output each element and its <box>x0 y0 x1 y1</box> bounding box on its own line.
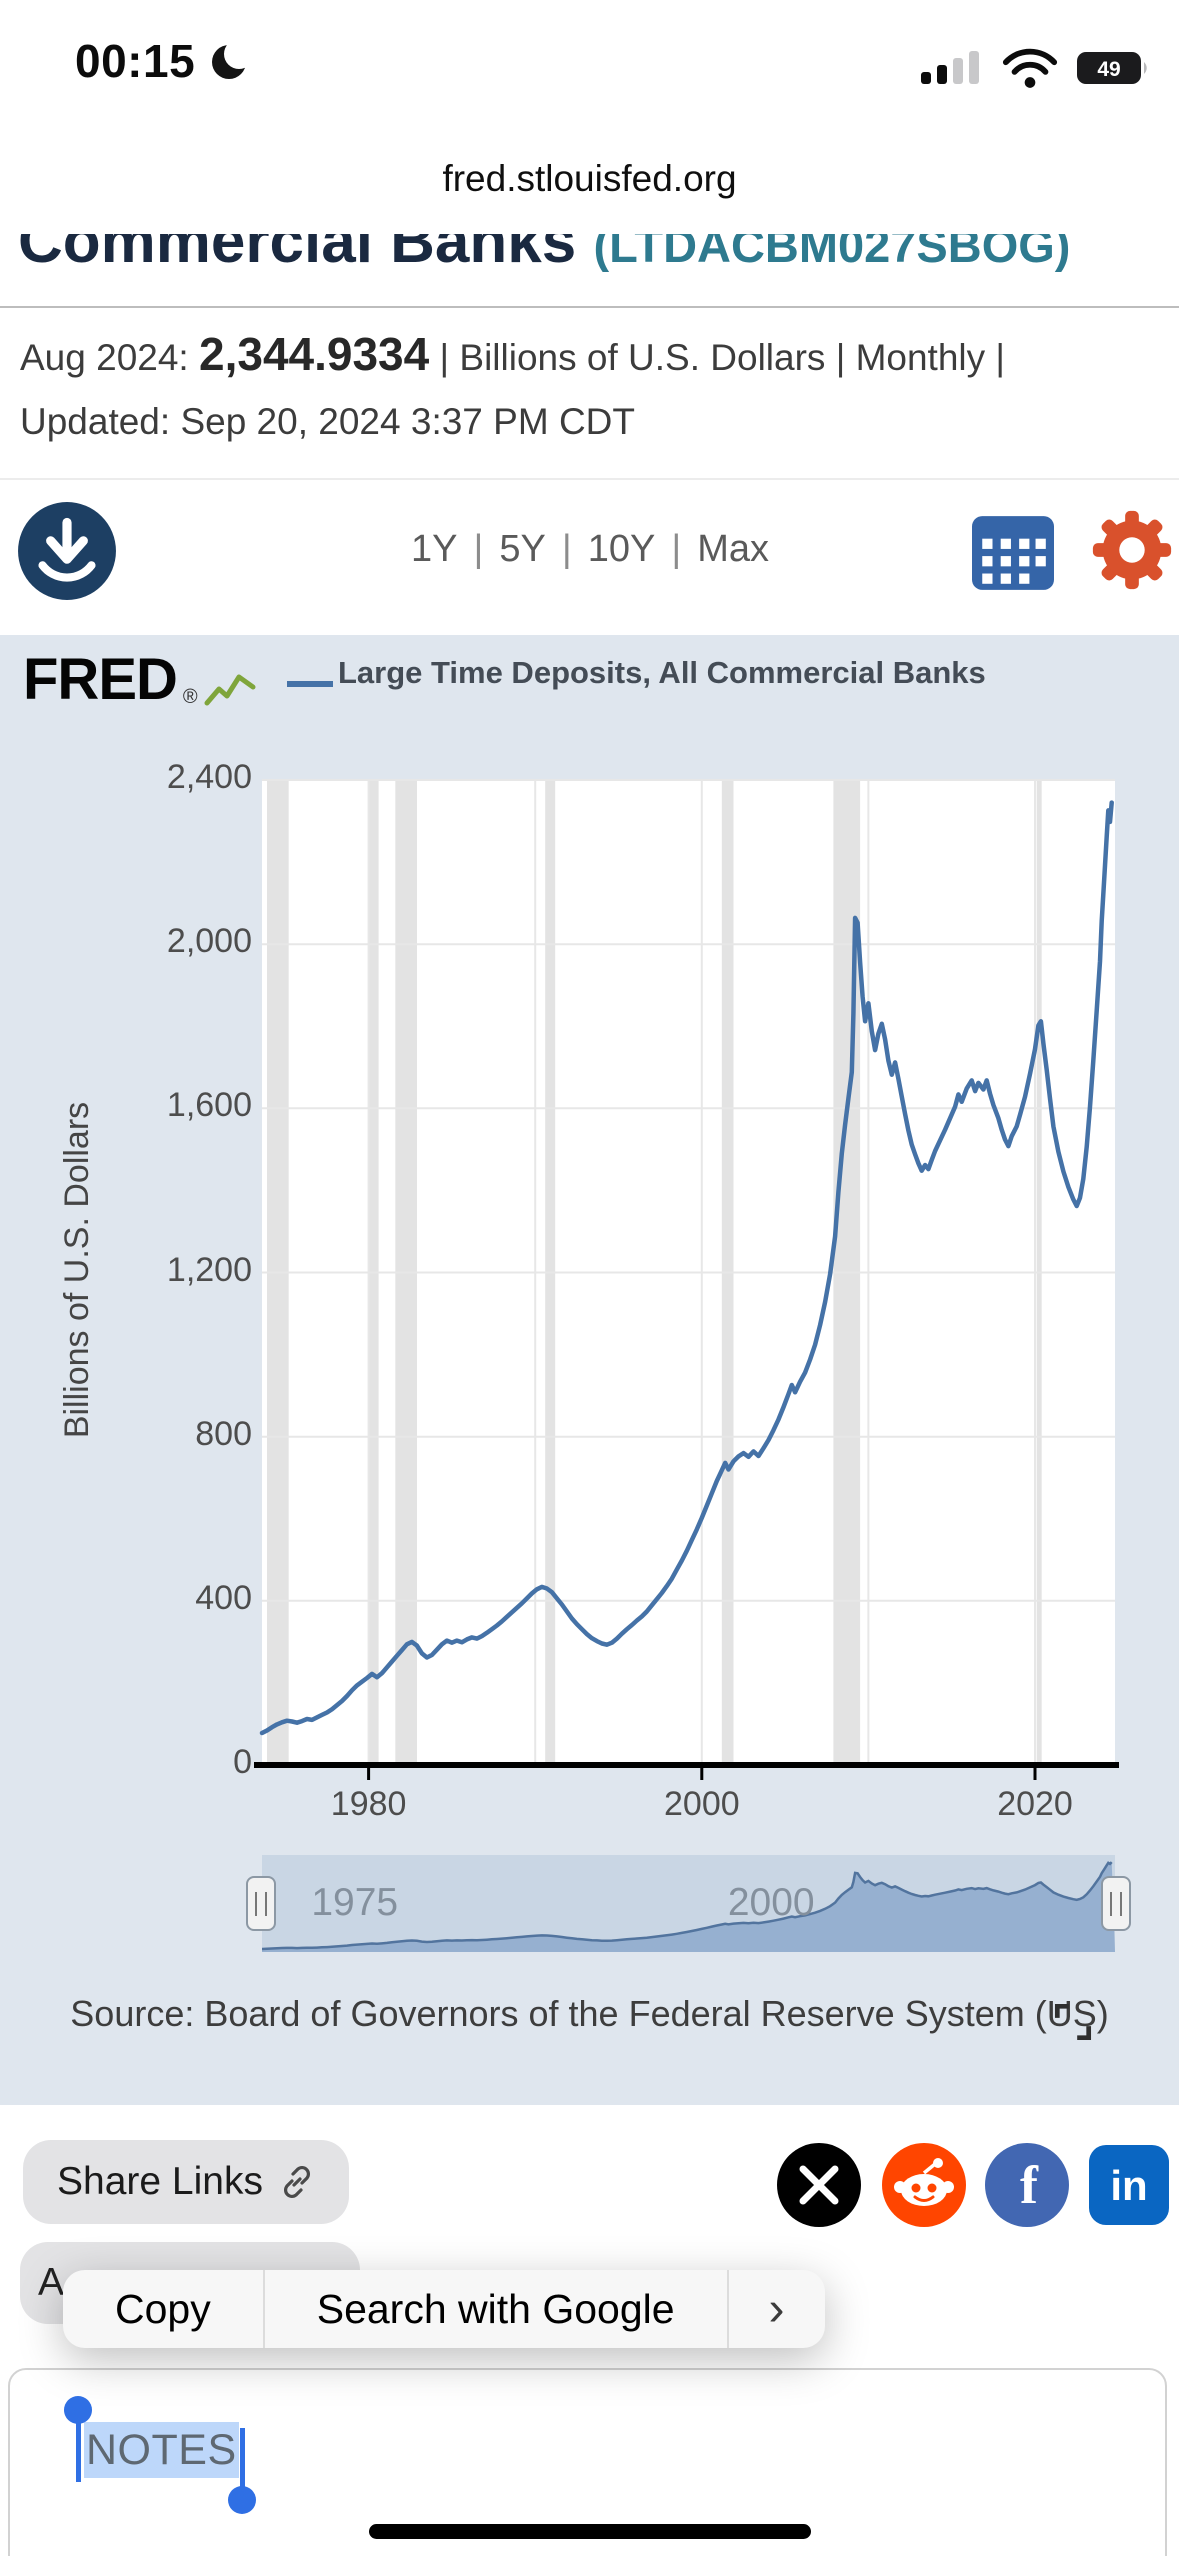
page-title-clipped: Commercial Banks (LTDACBM027SBOG) <box>18 234 1168 278</box>
battery-icon: 49 <box>1077 52 1147 84</box>
range-option-max[interactable]: Max <box>697 528 769 570</box>
slider-minichart <box>262 1855 1115 1952</box>
main-chart-plot[interactable] <box>254 779 1119 1780</box>
selection-handle-end-dot[interactable] <box>228 2486 256 2514</box>
share-x-button[interactable] <box>777 2143 861 2227</box>
share-reddit-button[interactable] <box>882 2143 966 2227</box>
wifi-icon <box>1002 48 1058 88</box>
fred-sparkline-icon <box>204 674 256 706</box>
range-separator: | <box>473 528 484 570</box>
menu-item-search-with-google[interactable]: Search with Google <box>316 2285 675 2332</box>
divider <box>0 478 1179 480</box>
slider-area <box>262 1862 1115 1952</box>
home-indicator[interactable] <box>368 2524 811 2539</box>
observation-date: Aug 2024: <box>20 337 189 378</box>
series-id-text: (LTDACBM027SBOG) <box>593 234 1071 272</box>
observation-value: 2,344.9334 <box>199 328 430 380</box>
share-linkedin-button[interactable]: in <box>1087 2143 1171 2227</box>
legend-line-swatch <box>287 681 333 687</box>
link-icon <box>283 2165 310 2199</box>
slider-year-label: 1975 <box>311 1881 399 1924</box>
registered-mark: ® <box>182 686 198 708</box>
fullscreen-expand-icon[interactable] <box>1050 1999 1096 2045</box>
range-option-5y[interactable]: 5Y <box>499 528 546 570</box>
range-option-10y[interactable]: 10Y <box>587 528 656 570</box>
y-axis-tick-label: 1,600 <box>166 1086 252 1125</box>
date-range-slider[interactable]: 1975 2000 <box>246 1855 1131 1952</box>
settings-button[interactable] <box>1088 506 1176 594</box>
selected-text[interactable]: NOTES <box>84 2422 239 2478</box>
battery-percent: 49 <box>1097 58 1120 81</box>
calendar-icon <box>972 516 1054 590</box>
calendar-button[interactable] <box>972 512 1054 592</box>
legend-label: Large Time Deposits, All Commercial Bank… <box>338 655 986 690</box>
reddit-logo-icon <box>882 2143 966 2227</box>
chart-panel: FRED ® Large Time Deposits, All Commerci… <box>0 635 1179 2105</box>
x-axis-line <box>254 1762 1119 1768</box>
selection-handle-start-dot[interactable] <box>64 2396 92 2424</box>
download-button[interactable] <box>16 500 118 602</box>
x-logo-icon <box>777 2143 861 2227</box>
browser-address-bar[interactable]: fred.stlouisfed.org <box>0 158 1179 200</box>
y-axis-tick-label: 0 <box>233 1743 252 1781</box>
x-axis-tick-label: 1980 <box>330 1785 407 1823</box>
facebook-logo-icon: f <box>985 2143 1069 2227</box>
context-menu-more-button[interactable]: › <box>726 2270 825 2348</box>
share-facebook-button[interactable]: f <box>985 2143 1069 2227</box>
series-meta: Aug 2024: 2,344.9334 | Billions of U.S. … <box>20 318 1160 451</box>
x-axis-tick-label: 2000 <box>664 1785 740 1823</box>
slider-handle-left[interactable] <box>246 1876 276 1931</box>
y-axis-tick-label: 400 <box>195 1578 252 1617</box>
y-axis-tick-label: 800 <box>195 1414 252 1453</box>
series-line <box>259 800 1114 1736</box>
series-units-frequency-updated: | Billions of U.S. Dollars | Monthly | U… <box>20 337 1006 442</box>
fred-logo[interactable]: FRED ® <box>23 651 256 709</box>
menu-divider <box>262 2270 265 2348</box>
focus-moon-icon <box>212 39 254 79</box>
clock: 00:15 <box>75 35 196 87</box>
y-axis-tick-label: 1,200 <box>166 1250 252 1289</box>
notes-heading[interactable]: NOTES <box>84 2422 239 2478</box>
selection-handle-end-stem[interactable] <box>240 2428 245 2488</box>
y-axis-tick-label: 2,400 <box>166 758 252 796</box>
share-links-button[interactable]: Share Links <box>23 2140 349 2224</box>
status-bar: 00:15 49 <box>0 0 1179 140</box>
series-title-text: Commercial Banks <box>18 234 577 276</box>
menu-item-copy[interactable]: Copy <box>115 2285 211 2332</box>
url-text: fred.stlouisfed.org <box>442 158 737 199</box>
range-option-1y[interactable]: 1Y <box>410 528 458 570</box>
x-axis-tick-label: 2020 <box>997 1785 1073 1823</box>
context-menu: Copy Search with Google › <box>63 2270 825 2348</box>
range-separator: | <box>671 528 682 570</box>
source-attribution: Source: Board of Governors of the Federa… <box>70 1993 1109 2034</box>
download-icon <box>18 502 116 600</box>
svg-text:f: f <box>1020 2155 1039 2215</box>
range-separator: | <box>561 528 572 570</box>
date-range-selector: 1Y | 5Y | 10Y | Max <box>250 528 930 571</box>
svg-text:in: in <box>1110 2162 1147 2209</box>
cellular-signal-icon <box>921 51 979 84</box>
linkedin-logo-icon: in <box>1089 2145 1169 2225</box>
slider-area-line <box>262 1861 1113 1951</box>
fred-logo-text: FRED <box>23 647 178 712</box>
y-axis-tick-label: 2,000 <box>166 922 252 961</box>
slider-year-label: 2000 <box>727 1881 815 1924</box>
share-links-label: Share Links <box>57 2160 263 2203</box>
partial-button-label: A <box>38 2261 65 2304</box>
slider-handle-right[interactable] <box>1101 1876 1131 1931</box>
divider <box>0 306 1179 308</box>
selection-handle-start-stem[interactable] <box>76 2422 81 2482</box>
gear-icon <box>1092 510 1172 590</box>
